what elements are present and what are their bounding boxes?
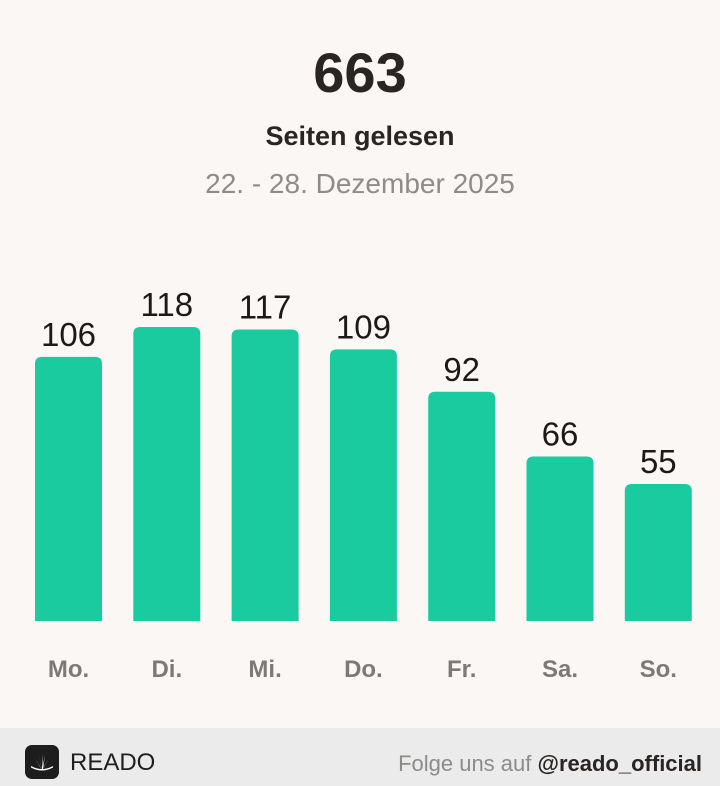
value-label: 92 — [443, 351, 480, 388]
bar-Mo. — [35, 356, 102, 621]
date-range: 22. - 28. Dezember 2025 — [205, 168, 515, 199]
subtitle: Seiten gelesen — [265, 121, 455, 151]
category-label: Mi. — [248, 656, 281, 683]
value-label: 55 — [640, 443, 677, 480]
value-label: 109 — [336, 308, 391, 345]
total-pages-value: 663 — [313, 41, 407, 104]
value-label: 106 — [41, 316, 96, 353]
follow-line: Folge uns auf @reado_official — [398, 749, 702, 779]
bar-Fr. — [428, 391, 496, 621]
follow-text: Folge uns auf — [398, 751, 532, 776]
brand-name: READO — [70, 749, 156, 776]
category-label: Mo. — [48, 656, 89, 683]
pages-read-bar-chart: 106 Mo. 118 Di. 117 Mi. 109 Do. 92 Fr. 66 Sa. 55 So. — [35, 286, 692, 683]
value-label: 66 — [542, 416, 579, 453]
social-handle-link[interactable]: @reado_official — [537, 751, 703, 776]
value-label: 117 — [239, 288, 292, 325]
bar-Do. — [329, 349, 397, 621]
category-label: Sa. — [542, 656, 578, 683]
book-leaf-icon — [25, 745, 59, 779]
bar-Mi. — [231, 329, 299, 621]
footer: READO Folge uns auf @reado_official — [0, 728, 720, 786]
category-label: Fr. — [447, 656, 476, 683]
category-label: So. — [640, 656, 677, 683]
category-label: Do. — [344, 656, 383, 683]
bar-Di. — [133, 327, 201, 621]
value-label: 118 — [140, 286, 193, 323]
category-label: Di. — [151, 656, 182, 683]
bar-Sa. — [526, 456, 594, 621]
bar-So. — [624, 483, 692, 621]
summary-header: 663 Seiten gelesen 22. - 28. Dezember 20… — [0, 0, 720, 230]
